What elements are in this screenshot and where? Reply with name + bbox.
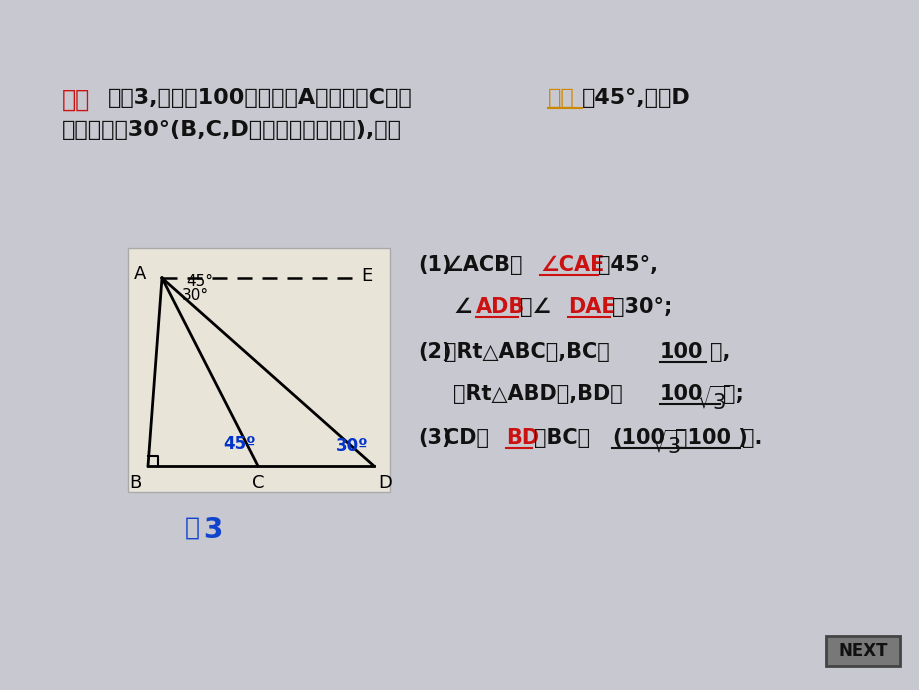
Text: －100 ): －100 ) — [675, 428, 747, 448]
Text: NEXT: NEXT — [837, 642, 887, 660]
Text: 处的俯角为30°(B,C,D三点在一条直线上),那么: 处的俯角为30°(B,C,D三点在一条直线上),那么 — [62, 120, 402, 140]
Text: E: E — [360, 267, 372, 285]
Text: 米;: 米; — [722, 384, 743, 404]
Text: (2): (2) — [417, 342, 451, 362]
Text: 如图3,在高为100米的山顶A测得地面C处的: 如图3,在高为100米的山顶A测得地面C处的 — [108, 88, 413, 108]
Text: BD: BD — [505, 428, 539, 448]
Text: 45º: 45º — [223, 435, 256, 453]
Text: ∠ACB＝: ∠ACB＝ — [444, 255, 522, 275]
Text: DAE: DAE — [567, 297, 615, 317]
Text: 图: 图 — [185, 516, 199, 540]
Text: 在Rt△ABC中,BC＝: 在Rt△ABC中,BC＝ — [444, 342, 609, 362]
Text: 3: 3 — [203, 516, 222, 544]
Text: $\sqrt{3}$: $\sqrt{3}$ — [697, 386, 729, 415]
Text: 米.: 米. — [742, 428, 762, 448]
Text: 30º: 30º — [335, 437, 368, 455]
Bar — [825, 636, 899, 666]
Text: 100: 100 — [659, 342, 703, 362]
Text: ＝∠: ＝∠ — [519, 297, 550, 317]
Text: A: A — [133, 265, 146, 283]
Text: 俯角: 俯角 — [548, 88, 574, 108]
Text: D: D — [378, 474, 391, 492]
Text: C: C — [252, 474, 264, 492]
Text: ＝45°,: ＝45°, — [597, 255, 657, 275]
Text: (100: (100 — [611, 428, 664, 448]
Text: ADB: ADB — [475, 297, 525, 317]
Text: 45°: 45° — [186, 273, 213, 288]
Bar — [128, 248, 390, 492]
Text: ∠: ∠ — [452, 297, 471, 317]
Text: 在Rt△ABD中,BD＝: 在Rt△ABD中,BD＝ — [452, 384, 622, 404]
Text: 引例: 引例 — [62, 88, 90, 112]
Text: 米,: 米, — [709, 342, 730, 362]
Text: (1): (1) — [417, 255, 451, 275]
Text: $\sqrt{3}$: $\sqrt{3}$ — [652, 430, 684, 458]
Text: －BC＝: －BC＝ — [533, 428, 589, 448]
Text: (3): (3) — [417, 428, 451, 448]
Text: 100: 100 — [659, 384, 703, 404]
Text: 为45°,地面D: 为45°,地面D — [582, 88, 690, 108]
Text: CD＝: CD＝ — [444, 428, 489, 448]
Text: ∠CAE: ∠CAE — [539, 255, 604, 275]
Text: 30°: 30° — [182, 288, 209, 304]
Text: ＝30°;: ＝30°; — [611, 297, 672, 317]
Text: B: B — [130, 474, 142, 492]
